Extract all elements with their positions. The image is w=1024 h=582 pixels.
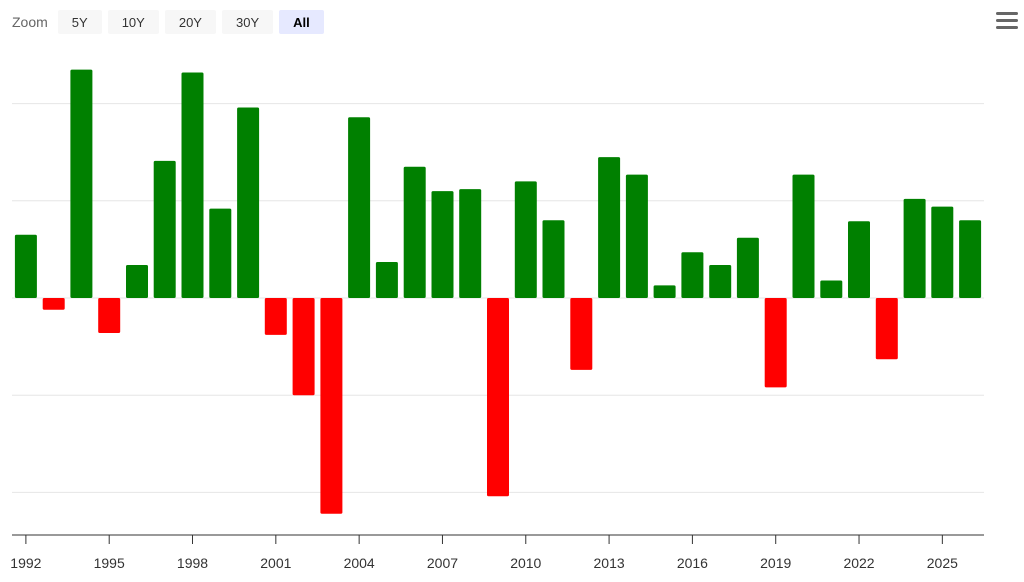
x-tick-label: 2007 [427,555,458,571]
bar-1996[interactable] [126,265,148,298]
bar-2013[interactable] [598,157,621,298]
bars [14,69,982,514]
x-tick-label: 2004 [344,555,375,571]
bar-2012[interactable] [570,298,593,370]
bar-1995[interactable] [98,298,121,333]
x-tick-label: 1992 [10,555,41,571]
bar-2004[interactable] [348,117,371,298]
bar-1999[interactable] [209,208,232,298]
bar-2017[interactable] [709,265,732,298]
bar-2015[interactable] [653,285,676,298]
bar-2018[interactable] [736,237,759,298]
bar-2000[interactable] [237,107,260,299]
x-tick-label: 1995 [94,555,125,571]
x-tick-label: 2016 [677,555,708,571]
bar-2023[interactable] [875,298,898,360]
bar-2024[interactable] [903,198,926,298]
zoom-10y-button[interactable]: 10Y [107,10,159,34]
bar-2007[interactable] [431,191,454,298]
bar-2011[interactable] [542,220,565,298]
bar-2025[interactable] [931,206,954,298]
x-tick-label: 2019 [760,555,791,571]
bar-2003[interactable] [320,298,343,514]
bar-2008[interactable] [459,189,482,298]
zoom-5y-button[interactable]: 5Y [57,10,102,34]
bar-2016[interactable] [681,252,704,298]
bar-2021[interactable] [820,280,843,299]
bar-1998[interactable] [181,72,204,299]
hamburger-menu-icon[interactable] [996,12,1018,30]
x-tick-label: 1998 [177,555,208,571]
bar-2005[interactable] [375,262,398,298]
bar-2022[interactable] [848,221,870,298]
bar-2019[interactable] [764,298,787,388]
bar-2006[interactable] [403,166,426,298]
zoom-bar: Zoom 5Y 10Y 20Y 30Y All [12,10,324,34]
zoom-30y-button[interactable]: 30Y [221,10,274,34]
x-tick-label: 2013 [594,555,625,571]
x-tick-label: 2010 [510,555,541,571]
bar-1992[interactable] [14,234,37,298]
zoom-20y-button[interactable]: 20Y [164,10,216,34]
zoom-all-button[interactable]: All [279,10,324,34]
bar-2002[interactable] [292,298,315,396]
x-tick-label: 2001 [260,555,291,571]
bar-2014[interactable] [625,174,648,298]
bar-2001[interactable] [264,298,287,335]
x-axis: 1992 1995 1998 2001 2004 2007 2010 2013 2016 2019… [10,534,984,571]
x-tick-label: 2022 [843,555,874,571]
bar-1994[interactable] [70,69,93,298]
bar-2009[interactable] [487,298,509,497]
zoom-label: Zoom [12,14,48,30]
x-tick-label: 2025 [927,555,958,571]
bar-2010[interactable] [514,181,537,298]
bar-1993[interactable] [42,298,65,310]
bar-2020[interactable] [792,174,815,298]
bar-2026[interactable] [959,220,982,298]
bar-1997[interactable] [153,160,176,298]
